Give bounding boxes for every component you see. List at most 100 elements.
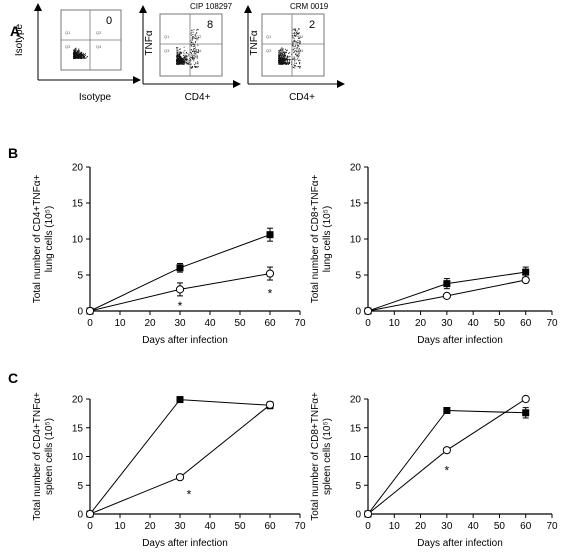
significance-asterisk: * (187, 487, 192, 501)
y-tick-label: 0 (355, 510, 361, 521)
y-axis-label: Total number of CD4+TNFα+ (32, 392, 43, 521)
flow-plot-3: Q1 Q2 Q3 Q4 2 CRM 0019 CD4+ TNFα (244, 2, 345, 103)
x-tick-label: 20 (144, 318, 156, 329)
chart-2: 0 5 10 15 20 0 10 20 30 40 50 60 70 Days after infect… (310, 163, 558, 347)
y-tick-label: 0 (77, 510, 83, 521)
flow-plot-2: Q1 Q2 Q3 Q4 8 CIP 108297 CD4+ TNFα (139, 2, 241, 103)
chart-3: 0 5 10 15 20 0 10 20 30 40 50 60 70 Days after infect… (32, 392, 306, 549)
x-tick-label: 60 (520, 521, 532, 532)
x-tick-label: 60 (520, 318, 532, 329)
panel-letter-b: B (8, 145, 18, 161)
flow-plot-1: Q1 Q2 Q3 Q4 0 Isotype Isotype (14, 3, 141, 103)
y-tick-label: 15 (72, 423, 84, 434)
y-tick-label: 5 (355, 481, 361, 492)
x-axis-label: Days after infection (142, 335, 228, 346)
data-point-square (266, 231, 274, 239)
data-point-square (176, 264, 184, 272)
y-tick-label: 20 (72, 163, 84, 174)
y-tick-label: 15 (350, 423, 362, 434)
x-tick-label: 50 (234, 318, 246, 329)
series-line (89, 404, 271, 515)
y-tick-label: 0 (77, 307, 83, 318)
y-axis-label: Total number of CD4+TNFα+ (32, 175, 43, 304)
quadrant-value: 0 (106, 15, 112, 27)
x-tick-label: 10 (389, 318, 401, 329)
panel-letter-a: A (10, 23, 20, 39)
y-tick-label: 15 (350, 199, 362, 210)
x-tick-label: 0 (365, 318, 371, 329)
y-axis-label: lung cells (10⁵) (322, 206, 333, 272)
quadrant-label: Q4 (298, 48, 304, 53)
quadrant-label: Q1 (65, 30, 71, 35)
data-point-circle (175, 285, 185, 294)
y-tick-label: 5 (77, 481, 83, 492)
quadrant-label: Q1 (266, 34, 272, 39)
flow-x-label: CD4+ (289, 92, 315, 103)
series-line (367, 409, 526, 515)
flow-dots (73, 47, 88, 59)
y-tick-label: 5 (355, 271, 361, 282)
x-tick-label: 30 (441, 318, 453, 329)
flow-y-label: TNFα (144, 30, 155, 55)
series-filled-square (86, 396, 274, 518)
data-point-square (176, 396, 184, 404)
data-point-square (522, 409, 530, 417)
quadrant-value: 8 (207, 19, 213, 31)
significance-asterisk: * (268, 286, 273, 300)
quadrant-value: 2 (309, 19, 315, 31)
data-point-circle (265, 400, 275, 409)
y-tick-label: 20 (350, 163, 362, 174)
flow-cytometry-row: Q1 Q2 Q3 Q4 0 Isotype Isotype Q1 Q2 Q3 Q4 8 CIP 1082… (14, 2, 345, 103)
data-point-square (522, 268, 530, 276)
y-tick-label: 20 (350, 395, 362, 406)
y-axis-label: spleen cells (10⁵) (322, 418, 333, 495)
y-tick-label: 20 (72, 395, 84, 406)
y-tick-label: 5 (77, 271, 83, 282)
x-axis-label: Days after infection (417, 335, 503, 346)
y-axis-label: Total number of CD8+TNFα+ (310, 175, 321, 304)
y-axis-label: lung cells (10⁵) (44, 206, 55, 272)
data-point-circle (521, 275, 530, 285)
y-tick-label: 10 (72, 235, 84, 246)
series-filled-square (364, 407, 530, 518)
data-point-circle (363, 509, 373, 519)
x-tick-label: 50 (494, 318, 506, 329)
x-tick-label: 70 (294, 521, 306, 532)
y-tick-label: 0 (355, 307, 361, 318)
y-tick-label: 10 (350, 235, 362, 246)
quadrant-label: Q3 (266, 48, 272, 53)
x-tick-label: 40 (204, 521, 216, 532)
x-tick-label: 50 (494, 521, 506, 532)
x-tick-label: 30 (441, 521, 453, 532)
x-tick-label: 40 (468, 318, 480, 329)
x-tick-label: 0 (87, 318, 93, 329)
x-tick-label: 70 (546, 521, 558, 532)
x-tick-label: 10 (114, 318, 126, 329)
series-line (367, 398, 526, 515)
x-tick-label: 20 (144, 521, 156, 532)
data-point-circle (85, 509, 95, 519)
y-axis-label: spleen cells (10⁵) (44, 418, 55, 495)
x-tick-label: 20 (415, 521, 427, 532)
quadrant-label: Q4 (96, 44, 102, 49)
chart-4: 0 5 10 15 20 0 10 20 30 40 50 60 70 Days after infect… (310, 392, 558, 549)
flow-x-label: Isotype (79, 92, 112, 103)
series-open-circle (363, 394, 530, 519)
data-point-circle (442, 291, 451, 300)
significance-asterisk: * (178, 299, 183, 313)
y-tick-label: 10 (72, 452, 84, 463)
series-line (367, 271, 526, 312)
x-tick-label: 60 (264, 318, 276, 329)
series-line (89, 399, 271, 515)
data-point-circle (85, 306, 95, 316)
x-tick-label: 30 (174, 521, 186, 532)
y-axis-label: Total number of CD8+TNFα+ (310, 392, 321, 521)
x-axis-label: Days after infection (142, 538, 228, 549)
x-tick-label: 0 (365, 521, 371, 532)
chart-1: 0 5 10 15 20 0 10 20 30 40 50 60 70 Days after infect… (32, 163, 306, 347)
x-tick-label: 50 (234, 521, 246, 532)
data-point-square (443, 280, 451, 288)
quadrant-label: Q4 (196, 48, 202, 53)
data-point-circle (521, 394, 530, 404)
